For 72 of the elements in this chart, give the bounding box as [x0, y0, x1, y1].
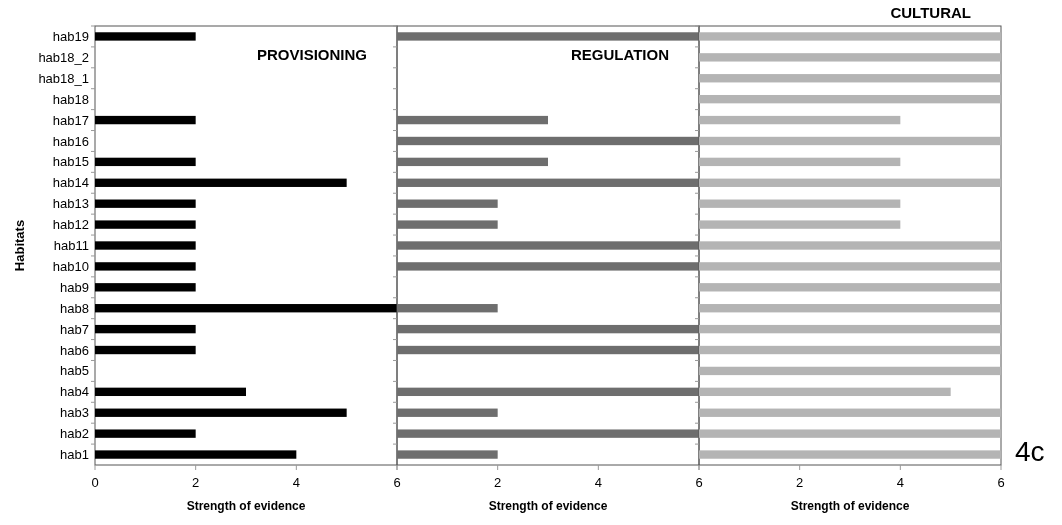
y-tick-label: hab18_2 [38, 49, 89, 65]
bar [699, 199, 901, 208]
x-tick-label: 6 [997, 475, 1005, 490]
y-tick-label: hab18_1 [38, 70, 89, 86]
bar [95, 262, 196, 271]
y-tick-label: hab15 [52, 154, 89, 170]
y-tick-label: hab14 [52, 175, 89, 191]
x-tick-label: 4 [292, 475, 300, 490]
y-axis-title: Habitats [12, 219, 27, 272]
y-tick-label: hab3 [60, 405, 89, 421]
bar [699, 94, 1001, 104]
x-axis-title: Strength of evidence [186, 499, 306, 513]
x-axis-title: Strength of evidence [488, 499, 608, 513]
x-tick-label: 4 [896, 475, 904, 490]
bar [699, 450, 1001, 459]
x-tick-label: 4 [594, 475, 602, 490]
bar [95, 429, 196, 438]
bar [397, 115, 548, 125]
bar [699, 74, 1001, 83]
y-tick-label: hab5 [60, 363, 89, 379]
bar [397, 408, 498, 417]
y-tick-label: hab16 [52, 133, 89, 149]
bar [699, 366, 1001, 376]
y-tick-label: hab4 [60, 384, 89, 400]
bar [95, 115, 196, 125]
y-tick-label: hab1 [60, 447, 89, 463]
text: REGULATION [570, 46, 669, 63]
bar [95, 450, 297, 459]
x-tick-label: 6 [695, 475, 703, 490]
bar [397, 157, 548, 167]
bar [699, 220, 901, 229]
bar [95, 178, 347, 187]
bar [95, 387, 246, 397]
bar [95, 283, 196, 292]
y-tick-label: hab19 [52, 29, 89, 44]
text: PROVISIONING [256, 46, 367, 63]
bar [699, 53, 1001, 62]
y-tick-label: hab6 [60, 342, 89, 358]
y-tick-label: hab11 [53, 238, 89, 254]
y-tick-label: hab18 [52, 91, 89, 107]
y-tick-label: hab17 [52, 112, 89, 128]
y-tick-label: hab2 [60, 426, 89, 442]
bar [95, 32, 196, 41]
x-tick-label: 0 [91, 475, 99, 490]
bar [397, 220, 498, 229]
x-axis-title: Strength of evidence [790, 499, 910, 513]
bar [699, 157, 901, 167]
bar [699, 283, 1001, 292]
bar [699, 304, 1001, 313]
y-tick-label: hab9 [60, 279, 89, 295]
bar [95, 241, 196, 250]
x-tick-label: 6 [393, 475, 401, 490]
y-tick-label: hab13 [52, 196, 89, 212]
bar [397, 450, 498, 459]
y-tick-label: hab8 [60, 300, 89, 316]
x-tick-label: 2 [192, 475, 200, 490]
y-tick-label: hab10 [52, 258, 89, 274]
bar [95, 220, 196, 229]
y-tick-label: hab7 [60, 321, 89, 337]
x-tick-label: 2 [494, 475, 502, 490]
bar [95, 408, 347, 417]
x-tick-label: 2 [796, 475, 804, 490]
bar [95, 199, 196, 208]
bar [95, 324, 196, 334]
y-tick-label: hab12 [52, 217, 89, 233]
chart-title: CULTURAL [890, 4, 971, 21]
bar [95, 345, 196, 355]
bar [699, 408, 1001, 417]
bar [95, 157, 196, 167]
text: 4c [1015, 436, 1045, 467]
bar [397, 199, 498, 208]
bar [699, 115, 901, 125]
